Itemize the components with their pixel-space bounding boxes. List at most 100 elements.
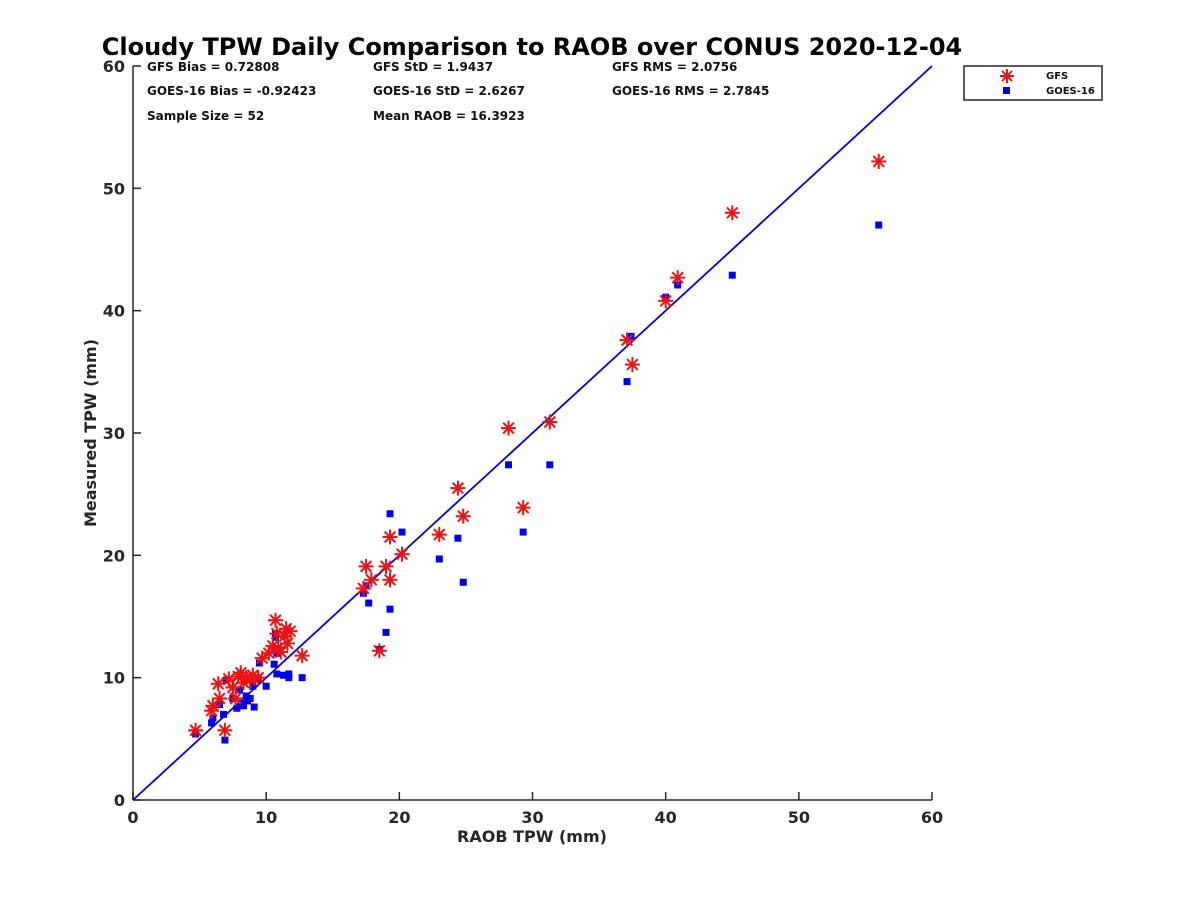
gfs-point xyxy=(501,420,517,436)
goes16-point xyxy=(398,528,406,536)
gfs-point xyxy=(279,635,295,651)
y-axis-title: Measured TPW (mm) xyxy=(81,339,100,527)
goes16-point xyxy=(222,676,230,684)
gfs-point xyxy=(382,529,398,545)
gfs-point xyxy=(624,356,640,372)
gfs-point xyxy=(724,205,740,221)
gfs-point xyxy=(188,722,204,738)
x-tick-label: 0 xyxy=(127,808,138,827)
gfs-point xyxy=(282,623,298,639)
gfs-point xyxy=(394,546,410,562)
goes16-point xyxy=(386,605,394,613)
goes16-point xyxy=(209,714,217,722)
goes16-point xyxy=(220,710,228,718)
gfs-point xyxy=(515,500,531,516)
legend-gfs-label: GFS xyxy=(1046,71,1068,82)
x-tick-label: 50 xyxy=(788,808,810,827)
gfs-point xyxy=(382,572,398,588)
goes16-point xyxy=(246,694,254,702)
goes16-point xyxy=(285,674,293,682)
x-tick-label: 60 xyxy=(921,808,943,827)
gfs-point xyxy=(542,414,558,430)
goes16-point xyxy=(221,736,229,744)
gfs-std-text: GFS StD = 1.9437 xyxy=(373,60,493,74)
gfs-bias-text: GFS Bias = 0.72808 xyxy=(147,60,279,74)
legend-gfs-marker xyxy=(1000,69,1014,83)
gfs-point xyxy=(670,270,686,286)
mean-raob-text: Mean RAOB = 16.3923 xyxy=(373,109,525,123)
y-tick-label: 40 xyxy=(103,302,125,321)
goes16-point xyxy=(546,461,554,469)
statistics-block: GFS Bias = 0.72808 GFS StD = 1.9437 GFS … xyxy=(147,60,769,123)
goes16-point xyxy=(623,378,631,386)
goes16-point xyxy=(459,578,467,586)
gfs-point xyxy=(273,644,289,660)
gfs-point xyxy=(455,508,471,524)
legend: GFS GOES-16 xyxy=(963,65,1103,101)
goes-std-text: GOES-16 StD = 2.6267 xyxy=(373,84,525,98)
gfs-rms-text: GFS RMS = 2.0756 xyxy=(612,60,737,74)
x-ticks: 0 10 20 30 40 50 60 xyxy=(127,792,943,827)
goes16-point xyxy=(262,682,270,690)
gfs-point xyxy=(217,722,233,738)
goes16-point xyxy=(270,660,278,668)
goes16-point xyxy=(240,702,248,710)
goes16-point xyxy=(875,221,883,229)
gfs-point xyxy=(363,572,379,588)
goes16-point xyxy=(256,659,264,667)
x-tick-label: 40 xyxy=(655,808,677,827)
y-tick-label: 0 xyxy=(114,791,125,810)
one-to-one-line xyxy=(132,65,933,801)
goes16-point xyxy=(519,528,527,536)
x-tick-label: 10 xyxy=(255,808,277,827)
goes16-point xyxy=(298,674,306,682)
goes16-point xyxy=(454,534,462,542)
legend-goes16-marker xyxy=(1003,87,1010,94)
goes16-point xyxy=(285,670,293,678)
gfs-point xyxy=(619,332,635,348)
x-tick-label: 30 xyxy=(521,808,543,827)
gfs-point xyxy=(294,648,310,664)
legend-goes16-label: GOES-16 xyxy=(1046,86,1095,97)
goes16-point xyxy=(271,633,279,641)
x-axis-title: RAOB TPW (mm) xyxy=(457,827,607,846)
goes16-point xyxy=(242,692,250,700)
gfs-point xyxy=(431,527,447,543)
gfs-point xyxy=(212,690,228,706)
goes-rms-text: GOES-16 RMS = 2.7845 xyxy=(612,84,769,98)
gfs-point xyxy=(658,293,674,309)
gfs-point xyxy=(871,153,887,169)
goes16-series xyxy=(192,221,883,744)
y-tick-label: 60 xyxy=(103,57,125,76)
y-tick-label: 30 xyxy=(103,424,125,443)
goes16-point xyxy=(273,670,281,678)
gfs-point xyxy=(378,558,394,574)
y-tick-label: 20 xyxy=(103,546,125,565)
legend-gfs-asterisk xyxy=(1000,69,1014,83)
y-tick-label: 10 xyxy=(103,669,125,688)
goes16-point xyxy=(208,719,216,727)
gfs-point xyxy=(250,670,266,686)
chart-title: Cloudy TPW Daily Comparison to RAOB over… xyxy=(102,33,962,61)
goes16-point xyxy=(382,628,390,636)
gfs-point xyxy=(267,612,283,628)
y-ticks: 0 10 20 30 40 50 60 xyxy=(103,57,141,810)
x-tick-label: 20 xyxy=(388,808,410,827)
goes16-point xyxy=(273,649,281,657)
gfs-point xyxy=(358,558,374,574)
goes16-point xyxy=(386,510,394,518)
goes16-point xyxy=(279,671,287,679)
gfs-point xyxy=(228,690,244,706)
gfs-point xyxy=(254,650,270,666)
goes16-point xyxy=(249,682,257,690)
gfs-point xyxy=(450,480,466,496)
goes16-point xyxy=(250,703,258,711)
goes16-point xyxy=(505,461,513,469)
goes16-point xyxy=(365,599,373,607)
gfs-series xyxy=(188,153,887,738)
y-tick-label: 50 xyxy=(103,179,125,198)
sample-size-text: Sample Size = 52 xyxy=(147,109,264,123)
gfs-point xyxy=(371,643,387,659)
goes16-point xyxy=(236,686,244,694)
